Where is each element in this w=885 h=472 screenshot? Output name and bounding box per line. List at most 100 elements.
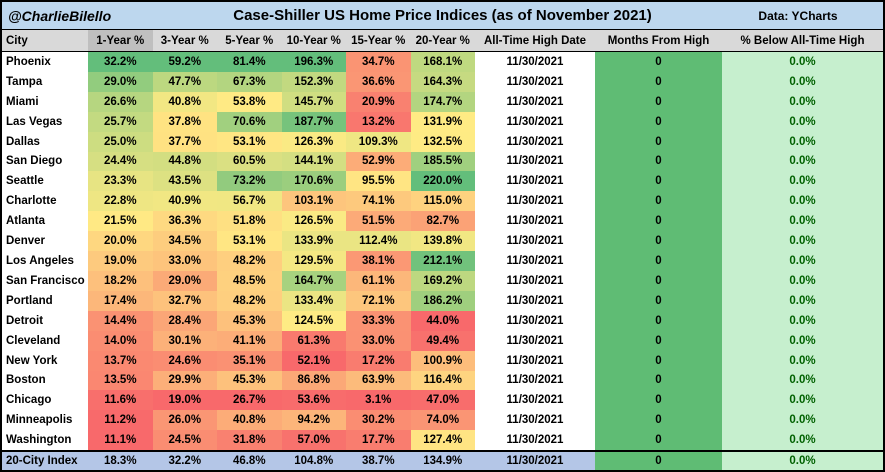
high-date-cell[interactable]: 11/30/2021	[506, 274, 564, 287]
value-cell[interactable]: 131.9%	[410, 111, 475, 132]
city-cell[interactable]: Dallas	[2, 131, 88, 152]
value-cell[interactable]: 29.9%	[152, 370, 217, 391]
value-cell[interactable]: 38.1%	[346, 251, 411, 271]
value-cell[interactable]: 63.9%	[346, 370, 411, 391]
value-cell[interactable]: 14.4%	[88, 310, 153, 331]
footer-value-cell[interactable]: 134.9%	[410, 452, 475, 470]
value-cell[interactable]: 170.6%	[281, 171, 346, 192]
value-cell[interactable]: 32.2%	[88, 52, 153, 72]
value-cell[interactable]: 32.7%	[152, 290, 217, 311]
value-cell[interactable]: 57.0%	[281, 430, 346, 451]
city-cell[interactable]: San Francisco	[2, 270, 88, 291]
value-cell[interactable]: 18.2%	[88, 270, 153, 291]
value-cell[interactable]: 30.2%	[346, 410, 411, 431]
high-date-cell[interactable]: 11/30/2021	[506, 414, 564, 427]
city-cell[interactable]: Minneapolis	[2, 410, 88, 431]
value-cell[interactable]: 25.7%	[88, 111, 153, 132]
value-cell[interactable]: 86.8%	[281, 370, 346, 391]
value-cell[interactable]: 103.1%	[281, 191, 346, 212]
column-header-months-from-high[interactable]: Months From High	[595, 30, 722, 51]
city-cell[interactable]: Miami	[2, 91, 88, 112]
value-cell[interactable]: 220.0%	[410, 171, 475, 192]
city-cell[interactable]: Charlotte	[2, 191, 88, 212]
value-cell[interactable]: 144.1%	[281, 151, 346, 172]
value-cell[interactable]: 33.0%	[346, 330, 411, 351]
value-cell[interactable]: 40.8%	[217, 410, 282, 431]
value-cell[interactable]: 36.3%	[152, 211, 217, 232]
value-cell[interactable]: 164.3%	[410, 71, 475, 92]
column-header-1-year[interactable]: 1-Year %	[88, 30, 153, 51]
value-cell[interactable]: 45.3%	[217, 310, 282, 331]
value-cell[interactable]: 82.7%	[410, 211, 475, 232]
months-from-high-cell[interactable]: 0	[595, 171, 722, 192]
pct-below-high-cell[interactable]: 0.0%	[722, 52, 883, 72]
value-cell[interactable]: 169.2%	[410, 270, 475, 291]
months-from-high-cell[interactable]: 0	[595, 211, 722, 232]
value-cell[interactable]: 33.3%	[346, 310, 411, 331]
months-from-high-cell[interactable]: 0	[595, 151, 722, 172]
value-cell[interactable]: 116.4%	[410, 370, 475, 391]
city-cell[interactable]: Cleveland	[2, 330, 88, 351]
value-cell[interactable]: 28.4%	[152, 310, 217, 331]
value-cell[interactable]: 33.0%	[152, 251, 217, 271]
value-cell[interactable]: 26.7%	[217, 390, 282, 411]
value-cell[interactable]: 126.5%	[281, 211, 346, 232]
value-cell[interactable]: 22.8%	[88, 191, 153, 212]
column-header-20-year[interactable]: 20-Year %	[410, 30, 475, 51]
city-cell[interactable]: Seattle	[2, 171, 88, 192]
months-from-high-cell[interactable]: 0	[595, 310, 722, 331]
value-cell[interactable]: 95.5%	[346, 171, 411, 192]
pct-below-high-cell[interactable]: 0.0%	[722, 71, 883, 92]
column-header-15-year[interactable]: 15-Year %	[346, 30, 411, 51]
value-cell[interactable]: 186.2%	[410, 290, 475, 311]
footer-index-label[interactable]: 20-City Index	[2, 452, 88, 470]
high-date-cell[interactable]: 11/30/2021	[506, 95, 564, 108]
value-cell[interactable]: 20.9%	[346, 91, 411, 112]
value-cell[interactable]: 20.0%	[88, 231, 153, 252]
high-date-cell[interactable]: 11/30/2021	[506, 255, 564, 268]
high-date-cell[interactable]: 11/30/2021	[506, 394, 564, 407]
value-cell[interactable]: 47.0%	[410, 390, 475, 411]
city-cell[interactable]: Los Angeles	[2, 251, 88, 271]
value-cell[interactable]: 45.3%	[217, 370, 282, 391]
value-cell[interactable]: 36.6%	[346, 71, 411, 92]
city-cell[interactable]: New York	[2, 350, 88, 371]
value-cell[interactable]: 35.1%	[217, 350, 282, 371]
value-cell[interactable]: 73.2%	[217, 171, 282, 192]
months-from-high-cell[interactable]: 0	[595, 191, 722, 212]
value-cell[interactable]: 145.7%	[281, 91, 346, 112]
value-cell[interactable]: 34.5%	[152, 231, 217, 252]
value-cell[interactable]: 17.7%	[346, 430, 411, 451]
value-cell[interactable]: 67.3%	[217, 71, 282, 92]
months-from-high-cell[interactable]: 0	[595, 390, 722, 411]
pct-below-high-cell[interactable]: 0.0%	[722, 251, 883, 271]
pct-below-high-cell[interactable]: 0.0%	[722, 131, 883, 152]
months-from-high-cell[interactable]: 0	[595, 52, 722, 72]
value-cell[interactable]: 139.8%	[410, 231, 475, 252]
pct-below-high-cell[interactable]: 0.0%	[722, 410, 883, 431]
value-cell[interactable]: 52.9%	[346, 151, 411, 172]
months-from-high-cell[interactable]: 0	[595, 290, 722, 311]
column-header-below-all-time-high[interactable]: % Below All-Time High	[722, 30, 883, 51]
high-date-cell[interactable]: 11/30/2021	[506, 135, 564, 148]
value-cell[interactable]: 127.4%	[410, 430, 475, 451]
value-cell[interactable]: 13.7%	[88, 350, 153, 371]
value-cell[interactable]: 21.5%	[88, 211, 153, 232]
value-cell[interactable]: 11.6%	[88, 390, 153, 411]
value-cell[interactable]: 24.5%	[152, 430, 217, 451]
city-cell[interactable]: Las Vegas	[2, 111, 88, 132]
months-from-high-cell[interactable]: 0	[595, 350, 722, 371]
value-cell[interactable]: 53.1%	[217, 131, 282, 152]
pct-below-high-cell[interactable]: 0.0%	[722, 290, 883, 311]
value-cell[interactable]: 51.8%	[217, 211, 282, 232]
column-header-10-year[interactable]: 10-Year %	[281, 30, 346, 51]
value-cell[interactable]: 37.7%	[152, 131, 217, 152]
value-cell[interactable]: 112.4%	[346, 231, 411, 252]
value-cell[interactable]: 59.2%	[152, 52, 217, 72]
value-cell[interactable]: 81.4%	[217, 52, 282, 72]
value-cell[interactable]: 51.5%	[346, 211, 411, 232]
high-date-cell[interactable]: 11/30/2021	[506, 235, 564, 248]
footer-value-cell[interactable]: 32.2%	[152, 452, 217, 470]
value-cell[interactable]: 124.5%	[281, 310, 346, 331]
city-cell[interactable]: Tampa	[2, 71, 88, 92]
